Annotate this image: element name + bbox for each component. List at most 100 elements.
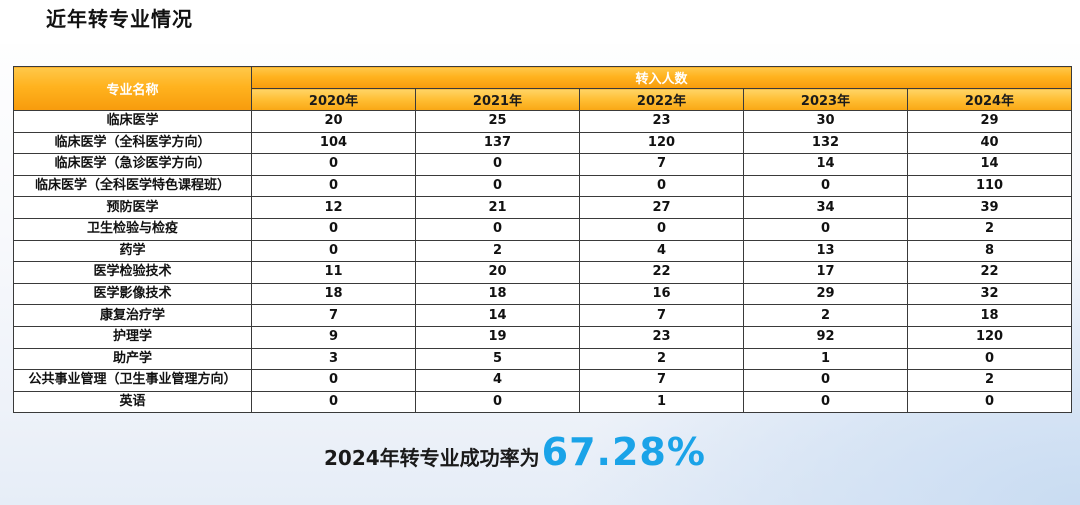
count-cell: 0 <box>906 347 1073 371</box>
table-row: 康复治疗学 7 14 7 2 18 <box>13 304 1073 327</box>
major-name-cell: 卫生检验与检疫 <box>13 217 252 241</box>
major-name-cell: 预防医学 <box>13 196 252 219</box>
table-row: 临床医学（全科医学特色课程班） 0 0 0 0 110 <box>13 174 1073 198</box>
count-cell: 0 <box>251 390 416 414</box>
table-header: 专业名称 转入人数 2020年 2021年 2022年 2023年 2024年 <box>13 66 1073 111</box>
major-name-cell: 英语 <box>13 390 252 414</box>
major-name-cell: 护理学 <box>13 325 252 349</box>
count-cell: 0 <box>743 390 908 414</box>
count-cell: 0 <box>579 174 744 198</box>
count-cell: 23 <box>579 110 744 133</box>
count-cell: 1 <box>743 347 908 371</box>
count-cell: 137 <box>415 131 580 155</box>
success-rate-value: 67.28% <box>541 430 706 474</box>
count-cell: 14 <box>415 304 580 327</box>
count-cell: 11 <box>251 261 416 284</box>
major-name-cell: 医学影像技术 <box>13 282 252 306</box>
major-name-cell: 临床医学（全科医学方向） <box>13 131 252 155</box>
count-cell: 40 <box>906 131 1073 155</box>
count-cell: 7 <box>579 369 744 392</box>
count-cell: 18 <box>906 304 1073 327</box>
count-cell: 21 <box>415 196 580 219</box>
count-cell: 0 <box>906 390 1073 414</box>
year-header-2022: 2022年 <box>579 88 744 111</box>
table-row: 护理学 9 19 23 92 120 <box>13 325 1073 349</box>
table-row: 医学检验技术 11 20 22 17 22 <box>13 261 1073 284</box>
count-cell: 0 <box>743 217 908 241</box>
count-cell: 2 <box>906 217 1073 241</box>
count-cell: 2 <box>743 304 908 327</box>
count-cell: 104 <box>251 131 416 155</box>
major-name-cell: 临床医学 <box>13 110 252 133</box>
year-header-2020: 2020年 <box>251 88 416 111</box>
header-row-group: 专业名称 转入人数 <box>13 66 1073 111</box>
count-cell: 7 <box>251 304 416 327</box>
count-cell: 18 <box>415 282 580 306</box>
year-header-2024: 2024年 <box>906 88 1073 111</box>
page-title: 近年转专业情况 <box>46 7 193 31</box>
major-name-cell: 临床医学（急诊医学方向） <box>13 153 252 176</box>
count-cell: 39 <box>906 196 1073 219</box>
table-body: 临床医学 20 25 23 30 29 临床医学（全科医学方向） 104 137 120 132 40… <box>13 110 1073 414</box>
year-header-2023: 2023年 <box>743 88 908 111</box>
table-row: 药学 0 2 4 13 8 <box>13 239 1073 263</box>
count-cell: 0 <box>415 390 580 414</box>
count-cell: 0 <box>251 153 416 176</box>
transfer-table: 专业名称 转入人数 2020年 2021年 2022年 2023年 2024年 … <box>13 66 1073 414</box>
count-cell: 132 <box>743 131 908 155</box>
count-cell: 2 <box>579 347 744 371</box>
count-cell: 4 <box>415 369 580 392</box>
count-cell: 29 <box>743 282 908 306</box>
count-cell: 29 <box>906 110 1073 133</box>
count-cell: 20 <box>415 261 580 284</box>
table-row: 英语 0 0 1 0 0 <box>13 390 1073 414</box>
count-cell: 12 <box>251 196 416 219</box>
count-cell: 3 <box>251 347 416 371</box>
success-rate-summary: 2024年转专业成功率为 67.28% <box>324 430 706 480</box>
transfer-table-container: 专业名称 转入人数 2020年 2021年 2022年 2023年 2024年 … <box>13 66 1073 414</box>
count-cell: 110 <box>906 174 1073 198</box>
count-cell: 27 <box>579 196 744 219</box>
count-cell: 34 <box>743 196 908 219</box>
count-cell: 5 <box>415 347 580 371</box>
count-cell: 4 <box>579 239 744 263</box>
count-cell: 0 <box>579 217 744 241</box>
count-cell: 0 <box>415 153 580 176</box>
count-cell: 19 <box>415 325 580 349</box>
table-row: 临床医学 20 25 23 30 29 <box>13 110 1073 133</box>
count-cell: 8 <box>906 239 1073 263</box>
table-row: 临床医学（急诊医学方向） 0 0 7 14 14 <box>13 153 1073 176</box>
count-cell: 22 <box>579 261 744 284</box>
count-cell: 23 <box>579 325 744 349</box>
count-cell: 0 <box>251 217 416 241</box>
table-row: 医学影像技术 18 18 16 29 32 <box>13 282 1073 306</box>
table-row: 卫生检验与检疫 0 0 0 0 2 <box>13 217 1073 241</box>
count-cell: 25 <box>415 110 580 133</box>
count-cell: 2 <box>906 369 1073 392</box>
count-cell: 9 <box>251 325 416 349</box>
major-name-cell: 助产学 <box>13 347 252 371</box>
count-cell: 22 <box>906 261 1073 284</box>
count-cell: 13 <box>743 239 908 263</box>
count-cell: 92 <box>743 325 908 349</box>
count-cell: 7 <box>579 153 744 176</box>
count-cell: 2 <box>415 239 580 263</box>
major-name-cell: 康复治疗学 <box>13 304 252 327</box>
table-row: 助产学 3 5 2 1 0 <box>13 347 1073 371</box>
count-cell: 0 <box>415 174 580 198</box>
table-row: 临床医学（全科医学方向） 104 137 120 132 40 <box>13 131 1073 155</box>
count-cell: 0 <box>251 239 416 263</box>
major-name-cell: 公共事业管理（卫生事业管理方向） <box>13 369 252 392</box>
count-cell: 7 <box>579 304 744 327</box>
header-row-years: 2020年 2021年 2022年 2023年 2024年 <box>14 88 1073 111</box>
transfer-in-group-header: 转入人数 <box>250 66 1073 89</box>
count-cell: 0 <box>251 369 416 392</box>
major-column-header: 专业名称 <box>13 66 252 111</box>
count-cell: 1 <box>579 390 744 414</box>
count-cell: 0 <box>251 174 416 198</box>
count-cell: 14 <box>906 153 1073 176</box>
count-cell: 0 <box>743 369 908 392</box>
major-name-cell: 临床医学（全科医学特色课程班） <box>13 174 252 198</box>
count-cell: 120 <box>906 325 1073 349</box>
success-rate-label: 2024年转专业成功率为 <box>324 446 540 470</box>
